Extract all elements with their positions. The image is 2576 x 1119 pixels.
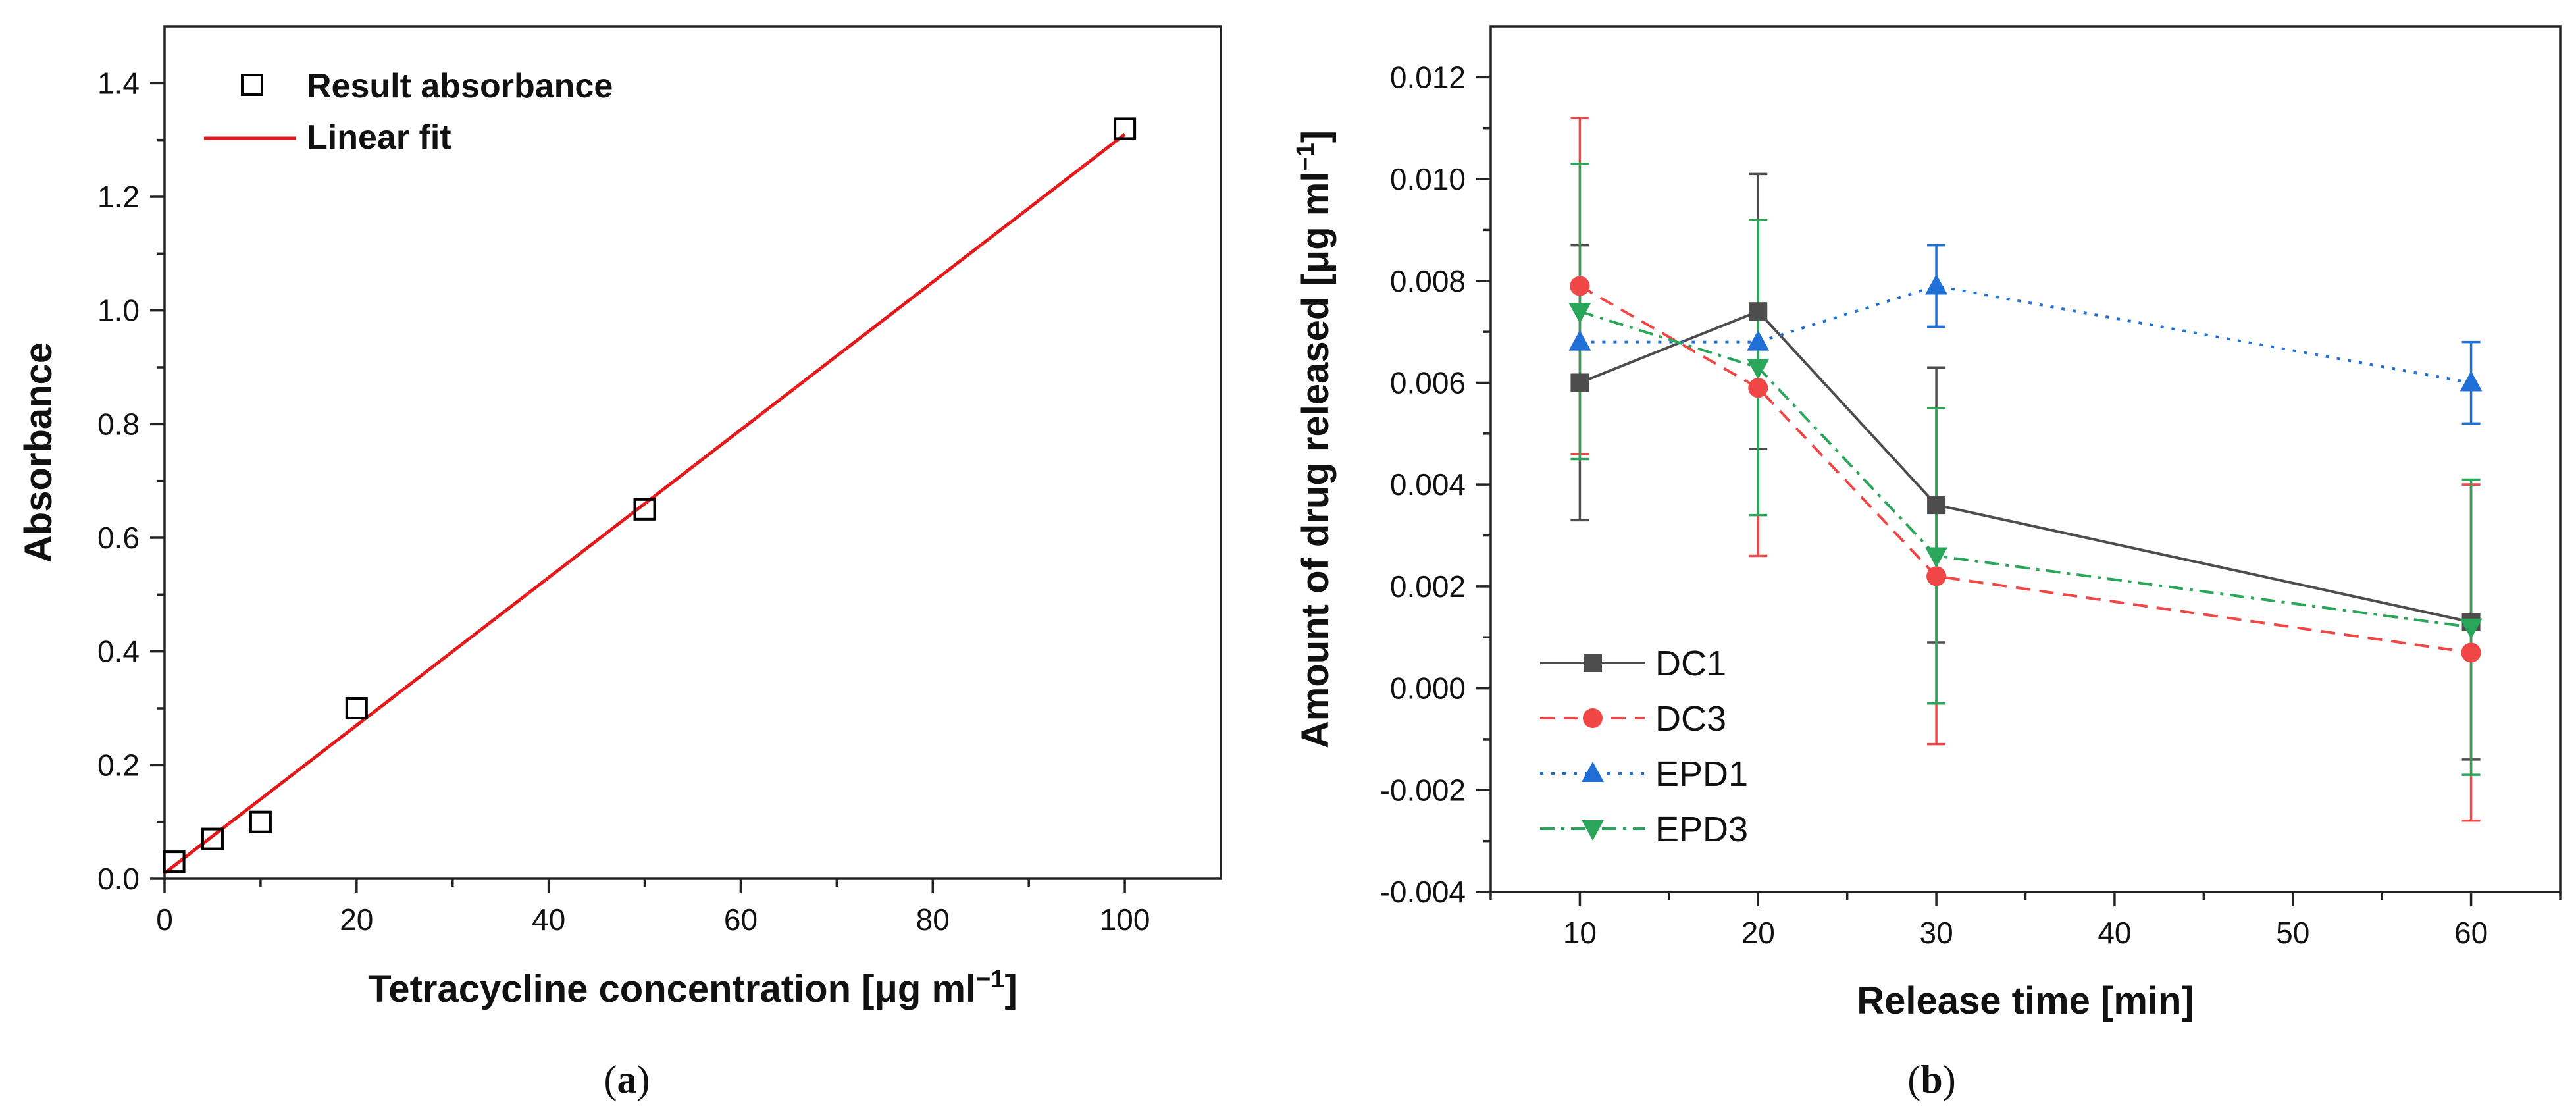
y-tick-label-b: 0.006	[1390, 365, 1466, 400]
x-tick-label-a: 80	[916, 902, 950, 937]
x-tick-label-a: 60	[724, 902, 758, 937]
absorbance-point	[1114, 117, 1137, 140]
legend-marker-result-absorbance	[241, 74, 263, 96]
x-tick-label-b: 20	[1741, 916, 1775, 950]
panel-b-chart: 10 20 30 40 50 60 -0.004 -0.002 0.000 0.002 0.004 0…	[1292, 25, 2562, 1101]
series-dc1	[1570, 302, 2481, 632]
x-tick-label-b: 40	[2098, 916, 2131, 950]
data-point-epd3	[1568, 303, 1591, 324]
legend-marker-dc1	[1584, 654, 1602, 672]
absorbance-point	[633, 498, 656, 521]
legend-marker-epd3	[1582, 820, 1604, 841]
legend-label-epd3: EPD3	[1655, 810, 1748, 849]
data-point-dc3	[1570, 276, 1590, 296]
legend-marker-epd1	[1582, 762, 1604, 782]
y-tick-label-b: 0.008	[1390, 264, 1466, 298]
y-tick-label-b: 0.000	[1390, 671, 1466, 706]
absorbance-point	[201, 827, 224, 850]
y-tick-label-a: 0.4	[97, 635, 140, 669]
legend-marker-dc3	[1583, 708, 1603, 728]
y-tick-label-b: -0.004	[1380, 875, 1466, 909]
absorbance-point	[249, 810, 272, 833]
y-tick-label-a: 0.0	[97, 862, 140, 896]
plot-frame-a	[163, 25, 1222, 880]
data-point-epd3	[2460, 618, 2483, 639]
y-tick-label-b: 0.004	[1390, 467, 1466, 502]
panel-label-b: (b)	[1907, 1058, 1955, 1101]
data-point-epd1	[1568, 330, 1591, 351]
x-tick-label-a: 100	[1100, 902, 1150, 937]
legend-label-epd1: EPD1	[1655, 754, 1748, 794]
y-tick-label-a: 0.6	[97, 521, 140, 555]
legend-label-dc1: DC1	[1655, 644, 1726, 683]
panel-label-a: (a)	[604, 1058, 650, 1101]
absorbance-point	[345, 697, 368, 719]
data-point-dc3	[1748, 378, 1768, 398]
series-line-dc1	[1579, 309, 2472, 623]
series-epd3	[1568, 303, 2483, 639]
x-tick-label-b: 60	[2454, 916, 2488, 950]
y-tick-label-b: 0.010	[1390, 162, 1466, 196]
linear-fit-line	[163, 133, 1126, 875]
series-line-epd1	[1580, 284, 2471, 384]
absorbance-point	[163, 850, 186, 873]
x-axis-title-b: Release time [min]	[1857, 979, 2194, 1022]
y-axis-title-b: Amount of drug released [μg ml−1]	[1292, 130, 1337, 748]
legend-label-linear-fit: Linear fit	[307, 118, 451, 157]
series-epd1	[1568, 274, 2483, 392]
x-tick-label-b: 30	[1919, 916, 1953, 950]
data-point-epd1	[1747, 330, 1770, 351]
data-point-epd1	[1925, 274, 1948, 295]
data-point-epd3	[1925, 547, 1948, 568]
data-point-dc1	[1749, 302, 1768, 321]
series-line-dc3	[1579, 284, 2471, 654]
series-epd1-errorbars	[1927, 244, 2481, 425]
x-tick-label-a: 40	[532, 902, 565, 937]
series-line-epd3	[1579, 310, 2471, 629]
data-point-dc3	[1926, 566, 1947, 586]
y-tick-label-b: -0.002	[1380, 773, 1466, 807]
y-tick-label-a: 0.2	[97, 748, 140, 782]
data-point-dc1	[1927, 496, 1946, 515]
data-point-epd3	[1747, 359, 1770, 380]
legend-b: DC1 DC3 EPD1 EPD3	[1540, 644, 1748, 849]
x-tick-label-b: 10	[1563, 916, 1597, 950]
x-tick-label-b: 50	[2276, 916, 2309, 950]
data-point-dc1	[1570, 373, 1589, 392]
legend-label-result-absorbance: Result absorbance	[307, 67, 613, 105]
legend-label-dc3: DC3	[1655, 699, 1726, 739]
y-tick-label-a: 0.8	[97, 407, 140, 441]
y-tick-label-a: 1.0	[97, 294, 140, 328]
x-tick-label-a: 0	[156, 902, 173, 937]
x-axis-title-a: Tetracycline concentration [μg ml−1]	[368, 966, 1018, 1010]
series-dc3	[1570, 276, 2481, 663]
data-point-epd1	[2460, 371, 2483, 392]
y-tick-label-a: 1.4	[97, 66, 140, 100]
y-tick-label-a: 1.2	[97, 180, 140, 214]
data-point-dc3	[2461, 642, 2481, 663]
y-tick-label-b: 0.012	[1390, 60, 1466, 94]
panel-a-chart: 0 20 40 60 80 100 0.0 0.2 0.4 0.6 0.8 1.0 1.2 1.4 Tetr…	[17, 25, 1222, 1101]
x-tick-label-a: 20	[340, 902, 373, 937]
y-tick-label-b: 0.002	[1390, 569, 1466, 604]
plot-frame-b	[1489, 25, 2562, 893]
y-axis-title-a: Absorbance	[17, 342, 60, 563]
